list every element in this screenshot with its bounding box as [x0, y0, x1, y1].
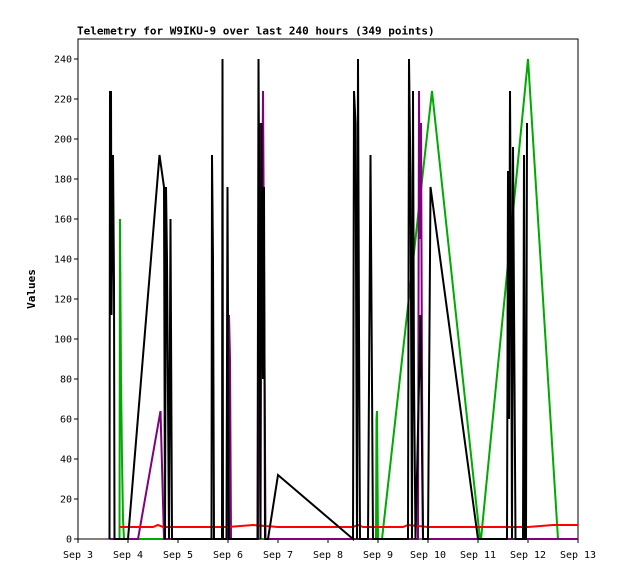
y-tick-label: 220: [54, 95, 72, 106]
y-tick-label: 140: [54, 255, 72, 266]
series-line-4: [108, 58, 528, 542]
y-axis: 0 20 40 60 80 100 120 140 160 180 200 220 240: [54, 55, 78, 546]
x-tick-label: Sep 6: [213, 550, 243, 561]
x-tick-label: Sep 3: [63, 550, 93, 561]
x-tick-label: Sep 12: [510, 550, 546, 561]
x-tick-label: Sep 9: [363, 550, 393, 561]
y-tick-label: 0: [66, 535, 72, 546]
chart-title: Telemetry for W9IKU-9 over last 240 hour…: [77, 25, 435, 38]
x-tick-label: Sep 8: [313, 550, 343, 561]
y-tick-label: 160: [54, 215, 72, 226]
x-tick-label: Sep 7: [263, 550, 293, 561]
x-tick-label: Sep 5: [163, 550, 193, 561]
y-tick-label: 60: [60, 415, 72, 426]
series-layer: [108, 58, 578, 542]
y-tick-label: 40: [60, 455, 72, 466]
x-tick-label: Sep 10: [410, 550, 446, 561]
y-tick-label: 240: [54, 55, 72, 66]
y-tick-label: 200: [54, 135, 72, 146]
y-axis-title: Values: [25, 269, 38, 309]
y-tick-label: 100: [54, 335, 72, 346]
y-tick-label: 180: [54, 175, 72, 186]
plot-area: [77, 38, 579, 540]
x-tick-label: Sep 11: [460, 550, 496, 561]
y-tick-label: 120: [54, 295, 72, 306]
x-tick-label: Sep 13: [560, 550, 596, 561]
y-tick-label: 20: [60, 495, 72, 506]
x-axis: Sep 3 Sep 4 Sep 5 Sep 6 Sep 7 Sep 8 Sep 9 Sep 1…: [63, 539, 596, 561]
y-tick-label: 80: [60, 375, 72, 386]
x-tick-label: Sep 4: [113, 550, 143, 561]
